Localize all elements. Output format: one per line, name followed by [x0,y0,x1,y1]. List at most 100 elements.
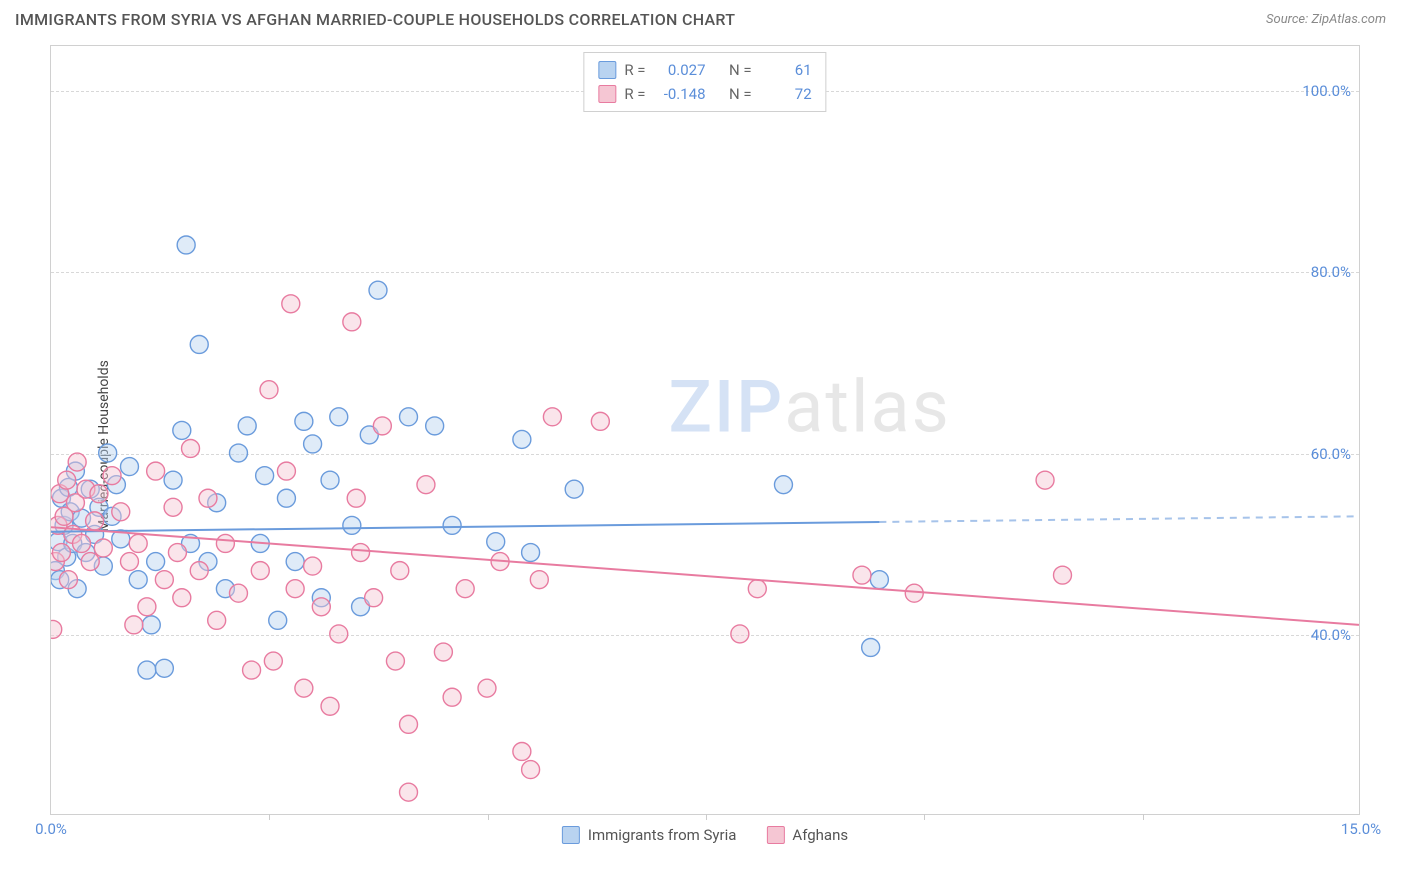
scatter-point [142,616,160,634]
scatter-point [51,562,64,580]
scatter-point [513,430,531,448]
scatter-point [120,458,138,476]
n-label: N = [729,82,752,106]
r-label: R = [624,82,645,106]
scatter-point [260,381,278,399]
scatter-point [112,503,130,521]
scatter-point [55,516,73,534]
scatter-point [86,525,104,543]
x-minor-tick [488,814,489,820]
scatter-point [286,580,304,598]
legend-swatch [598,61,616,79]
scatter-point [208,611,226,629]
scatter-point [120,553,138,571]
scatter-point [304,435,322,453]
scatter-point [543,408,561,426]
stats-legend: R = 0.027 N = 61R = -0.148 N = 72 [583,52,826,112]
trend-line-extrapolated [879,516,1359,522]
scatter-point [491,553,509,571]
scatter-point [77,544,95,562]
scatter-point [251,562,269,580]
scatter-point [155,571,173,589]
scatter-point [173,589,191,607]
scatter-point [400,408,418,426]
source-attribution: Source: ZipAtlas.com [1266,12,1386,27]
scatter-point [129,534,147,552]
chart-title: IMMIGRANTS FROM SYRIA VS AFGHAN MARRIED-… [15,10,735,29]
scatter-point [343,516,361,534]
scatter-point [112,530,130,548]
scatter-point [347,489,365,507]
scatter-point [94,557,112,575]
scatter-point [164,471,182,489]
scatter-point [343,313,361,331]
x-minor-tick [706,814,707,820]
x-minor-tick [269,814,270,820]
scatter-point [277,489,295,507]
scatter-point [853,566,871,584]
scatter-point [365,589,383,607]
scatter-point [530,571,548,589]
scatter-point [147,553,165,571]
scatter-point [360,426,378,444]
scatter-point [269,611,287,629]
scatter-point [173,421,191,439]
scatter-point [129,571,147,589]
x-minor-tick [924,814,925,820]
scatter-point [58,471,76,489]
scatter-point [295,412,313,430]
scatter-point [68,580,86,598]
legend-item: Afghans [766,826,848,844]
scatter-point [522,761,540,779]
scatter-point [199,553,217,571]
scatter-point [417,476,435,494]
scatter-point [90,485,108,503]
scatter-point [391,562,409,580]
scatter-point [90,498,108,516]
n-value: 72 [760,82,812,106]
scatter-point [565,480,583,498]
scatter-point [264,652,282,670]
scatter-point [513,743,531,761]
scatter-point [86,512,104,530]
scatter-point [66,462,84,480]
x-minor-tick [1143,814,1144,820]
source-link[interactable]: ZipAtlas.com [1311,12,1386,27]
scatter-point [487,533,505,551]
trend-line [51,527,1359,625]
scatter-point [295,679,313,697]
scatter-point [147,462,165,480]
scatter-point [77,480,95,498]
r-value: 0.027 [654,58,706,82]
r-value: -0.148 [654,82,706,106]
scatter-point [216,580,234,598]
scatter-point [304,557,322,575]
scatter-point [52,489,70,507]
scatter-point [434,643,452,661]
chart-plot-area: ZIPatlas R = 0.027 N = 61R = -0.148 N = … [50,45,1360,815]
y-tick-label: 80.0% [1311,263,1351,281]
scatter-point [862,638,880,656]
y-tick-label: 60.0% [1311,445,1351,463]
scatter-point [321,697,339,715]
scatter-point [182,534,200,552]
scatter-point [369,281,387,299]
scatter-point [277,462,295,480]
scatter-point [107,476,125,494]
r-label: R = [624,58,645,82]
scatter-point [251,534,269,552]
scatter-point [155,659,173,677]
legend-label: Afghans [792,826,848,844]
scatter-point [168,544,186,562]
legend-item: Immigrants from Syria [562,826,737,844]
scatter-point [190,335,208,353]
scatter-point [426,417,444,435]
scatter-point [103,507,121,525]
scatter-point [59,478,77,496]
scatter-point [64,525,82,543]
scatter-point [81,553,99,571]
gridline-h [51,272,1359,273]
scatter-point [81,480,99,498]
scatter-point [870,571,888,589]
scatter-point [774,476,792,494]
